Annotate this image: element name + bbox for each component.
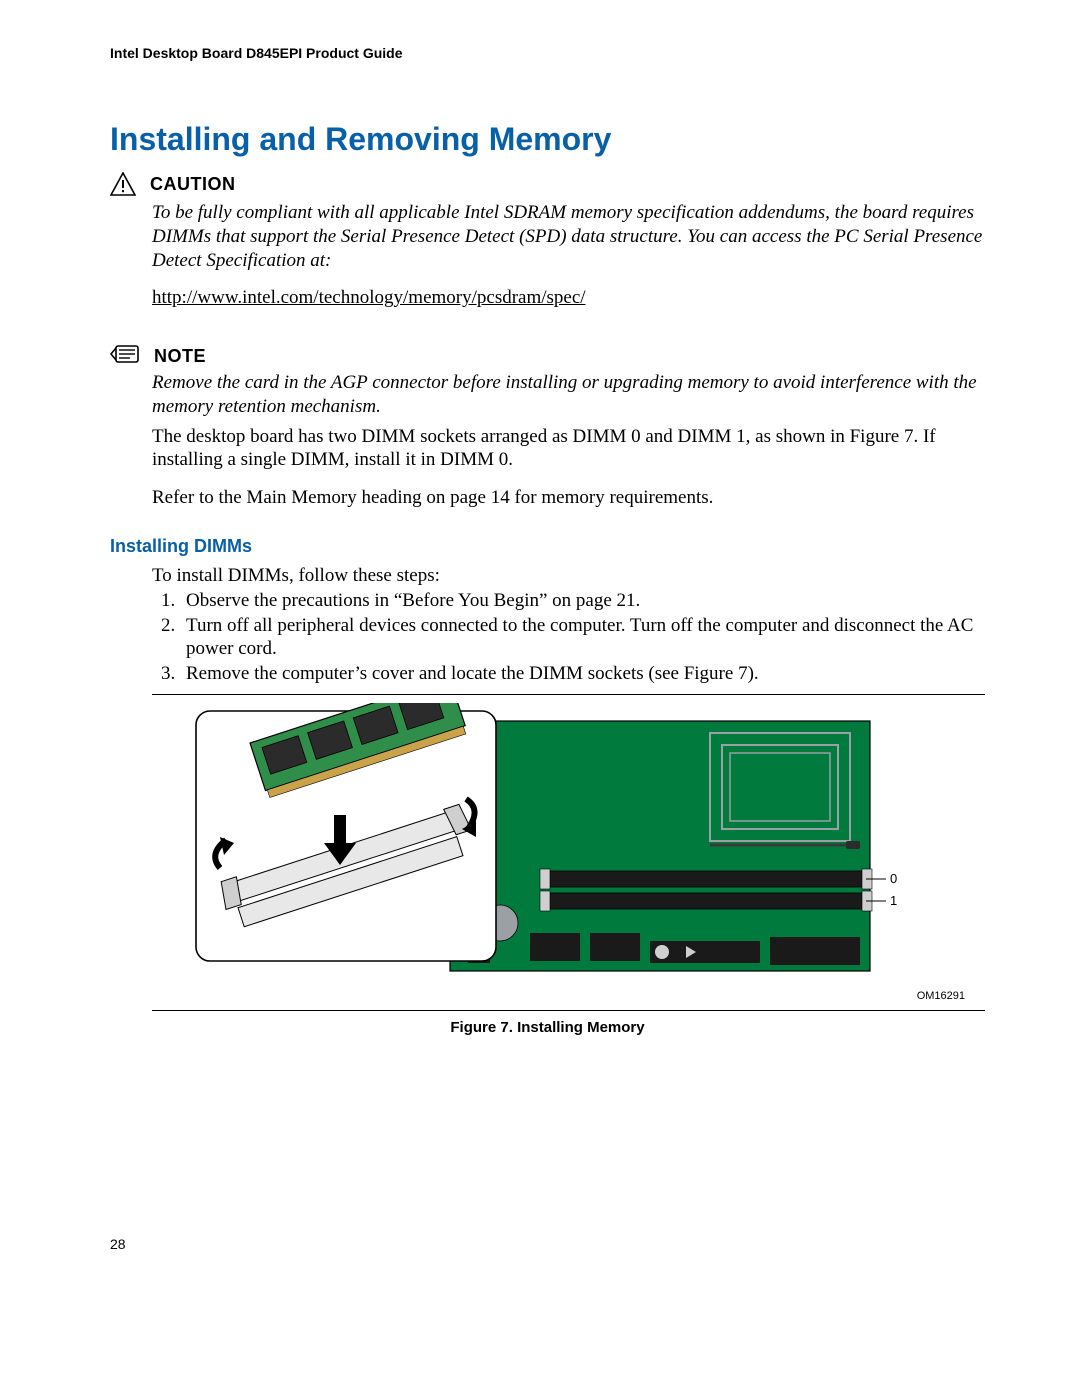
note-icon (110, 344, 140, 371)
figure-svg: 0 1 (190, 703, 900, 983)
caution-label: CAUTION (150, 174, 236, 195)
caution-link-wrap: http://www.intel.com/technology/memory/p… (152, 286, 985, 310)
slot-label-1: 1 (890, 893, 897, 908)
page: Intel Desktop Board D845EPI Product Guid… (0, 0, 1080, 1312)
page-number: 28 (110, 1236, 985, 1252)
slot-label-0: 0 (890, 871, 897, 886)
list-item: Turn off all peripheral devices connecte… (180, 614, 985, 662)
list-item: Observe the precautions in “Before You B… (180, 589, 985, 613)
figure-rule-top (152, 694, 985, 695)
figure-code: OM16291 (190, 990, 965, 1002)
steps-intro: To install DIMMs, follow these steps: (152, 565, 985, 587)
spd-spec-link[interactable]: http://www.intel.com/technology/memory/p… (152, 287, 586, 308)
section-title: Installing DIMMs (110, 536, 985, 557)
note-body: Remove the card in the AGP connector bef… (152, 371, 985, 419)
note-label: NOTE (154, 346, 206, 367)
list-item: Remove the computer’s cover and locate t… (180, 662, 985, 686)
figure-caption: Figure 7. Installing Memory (110, 1019, 985, 1036)
note-para-2: Refer to the Main Memory heading on page… (152, 486, 985, 510)
figure: 0 1 (190, 703, 985, 1002)
caution-callout: CAUTION (110, 172, 985, 201)
page-title: Installing and Removing Memory (110, 121, 985, 158)
caution-icon (110, 172, 136, 201)
note-para-1: The desktop board has two DIMM sockets a… (152, 425, 985, 473)
caution-body: To be fully compliant with all applicabl… (152, 201, 985, 272)
running-header: Intel Desktop Board D845EPI Product Guid… (110, 45, 985, 61)
note-callout: NOTE (110, 344, 985, 371)
figure-rule-bottom (152, 1010, 985, 1011)
steps-list: Observe the precautions in “Before You B… (152, 589, 985, 686)
